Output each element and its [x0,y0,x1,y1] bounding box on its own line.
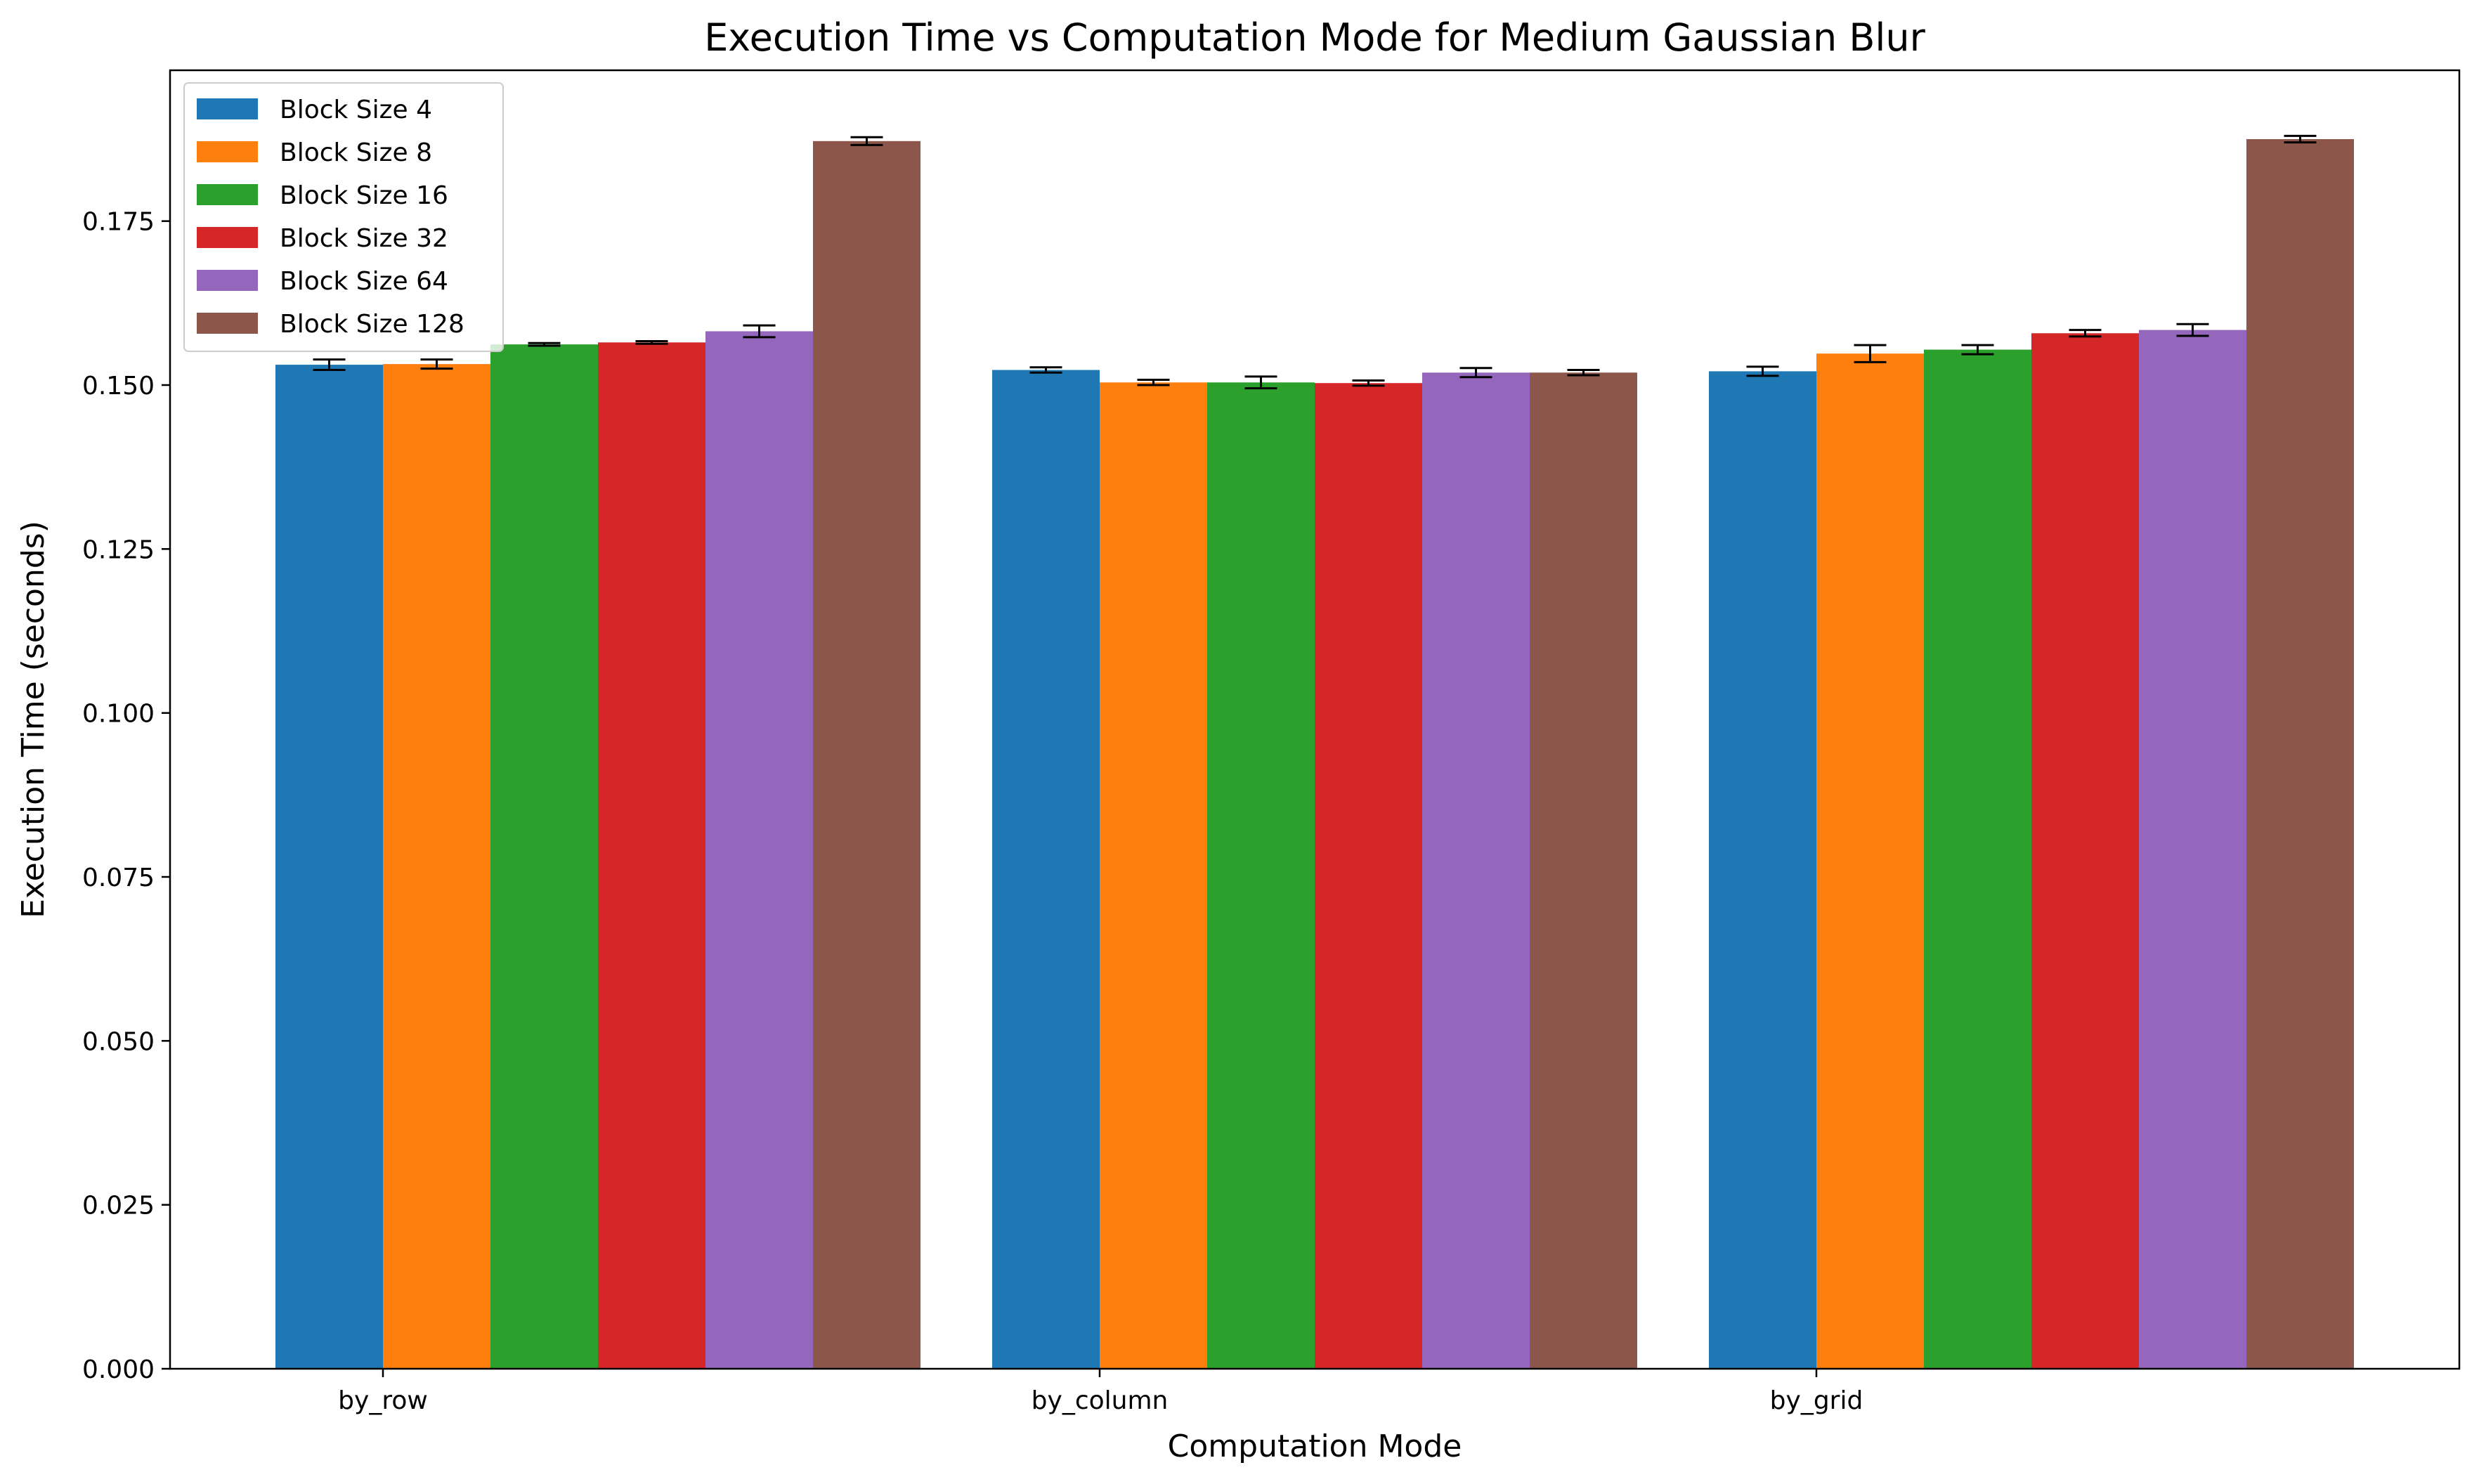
legend-label: Block Size 4 [280,96,432,124]
bar [1709,371,1816,1369]
x-axis-label: Computation Mode [1168,1428,1462,1464]
error-bar [2176,323,2209,337]
bar [383,364,490,1369]
y-tick-label: 0.175 [82,208,155,237]
error-bar [1244,375,1277,390]
legend-swatch [197,184,258,205]
legend-swatch [197,270,258,291]
bar [705,331,813,1369]
x-axis: by_row by_column by_grid [338,1369,1863,1415]
error-bar [743,324,776,339]
bar [1816,353,1924,1369]
legend-swatch [197,98,258,119]
error-bar [1854,344,1887,363]
x-tick-label: by_row [338,1386,428,1415]
y-tick-label: 0.025 [82,1192,155,1221]
bar [1924,349,2031,1369]
bar [1315,383,1422,1369]
x-tick-label: by_grid [1770,1386,1863,1415]
error-bar [1746,365,1779,377]
error-bar [420,358,453,370]
y-tick-label: 0.150 [82,372,155,401]
legend-label: Block Size 128 [280,310,464,339]
bar [275,365,383,1369]
y-tick-label: 0.100 [82,700,155,729]
bar [2139,330,2246,1369]
error-bar [1567,369,1600,377]
y-axis-label: Execution Time (seconds) [15,521,51,918]
x-tick-label: by_column [1032,1386,1169,1415]
error-bar [528,341,561,347]
legend: Block Size 4 Block Size 8 Block Size 16 Blo… [183,82,504,352]
error-bar [1352,379,1385,387]
bar [992,370,1100,1369]
error-bar [635,339,668,345]
legend-swatch [197,313,258,334]
legend-frame [183,82,504,352]
bar [1100,382,1207,1369]
plot-area [275,134,2354,1369]
error-bar [2284,134,2317,144]
error-bar [1961,344,1994,356]
legend-swatch [197,141,258,162]
bar [2031,333,2139,1369]
chart-title: Execution Time vs Computation Mode for M… [704,15,1925,60]
legend-label: Block Size 64 [280,267,448,296]
bar [813,141,920,1369]
y-tick-label: 0.050 [82,1027,155,1056]
legend-label: Block Size 16 [280,181,448,210]
plot-frame [169,69,2461,1370]
error-bar [1029,366,1062,374]
y-tick-label: 0.125 [82,535,155,564]
bar [490,344,598,1369]
error-bar [1137,379,1170,386]
error-bar [2069,329,2102,338]
bar [1422,372,1530,1369]
y-axis: 0.000 0.025 0.050 0.075 0.100 0.125 0.150 0.175 [82,208,170,1384]
legend-label: Block Size 8 [280,138,432,167]
error-bar [313,358,346,372]
bar [1530,372,1637,1369]
legend-label: Block Size 32 [280,224,448,253]
bar [2246,139,2354,1369]
bar [598,342,705,1369]
error-bar [1459,367,1492,379]
legend-swatch [197,227,258,248]
y-tick-label: 0.000 [82,1355,155,1384]
error-bar [850,136,883,146]
bar [1207,382,1315,1369]
y-tick-label: 0.075 [82,864,155,892]
